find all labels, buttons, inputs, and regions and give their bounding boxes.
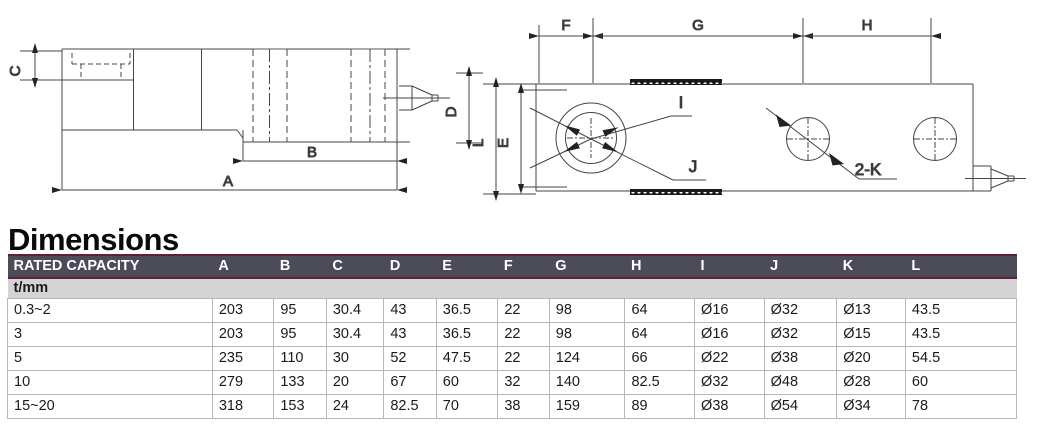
svg-text:L: L — [470, 139, 487, 147]
svg-text:D: D — [443, 106, 460, 117]
svg-text:G: G — [692, 17, 704, 34]
svg-text:B: B — [307, 144, 317, 161]
svg-text:C: C — [7, 65, 24, 76]
svg-text:2-K: 2-K — [855, 160, 882, 179]
svg-text:J: J — [689, 157, 698, 176]
svg-text:F: F — [561, 17, 570, 34]
svg-text:H: H — [862, 17, 873, 34]
svg-text:I: I — [679, 93, 684, 112]
svg-text:E: E — [495, 138, 512, 148]
svg-text:A: A — [223, 173, 233, 190]
